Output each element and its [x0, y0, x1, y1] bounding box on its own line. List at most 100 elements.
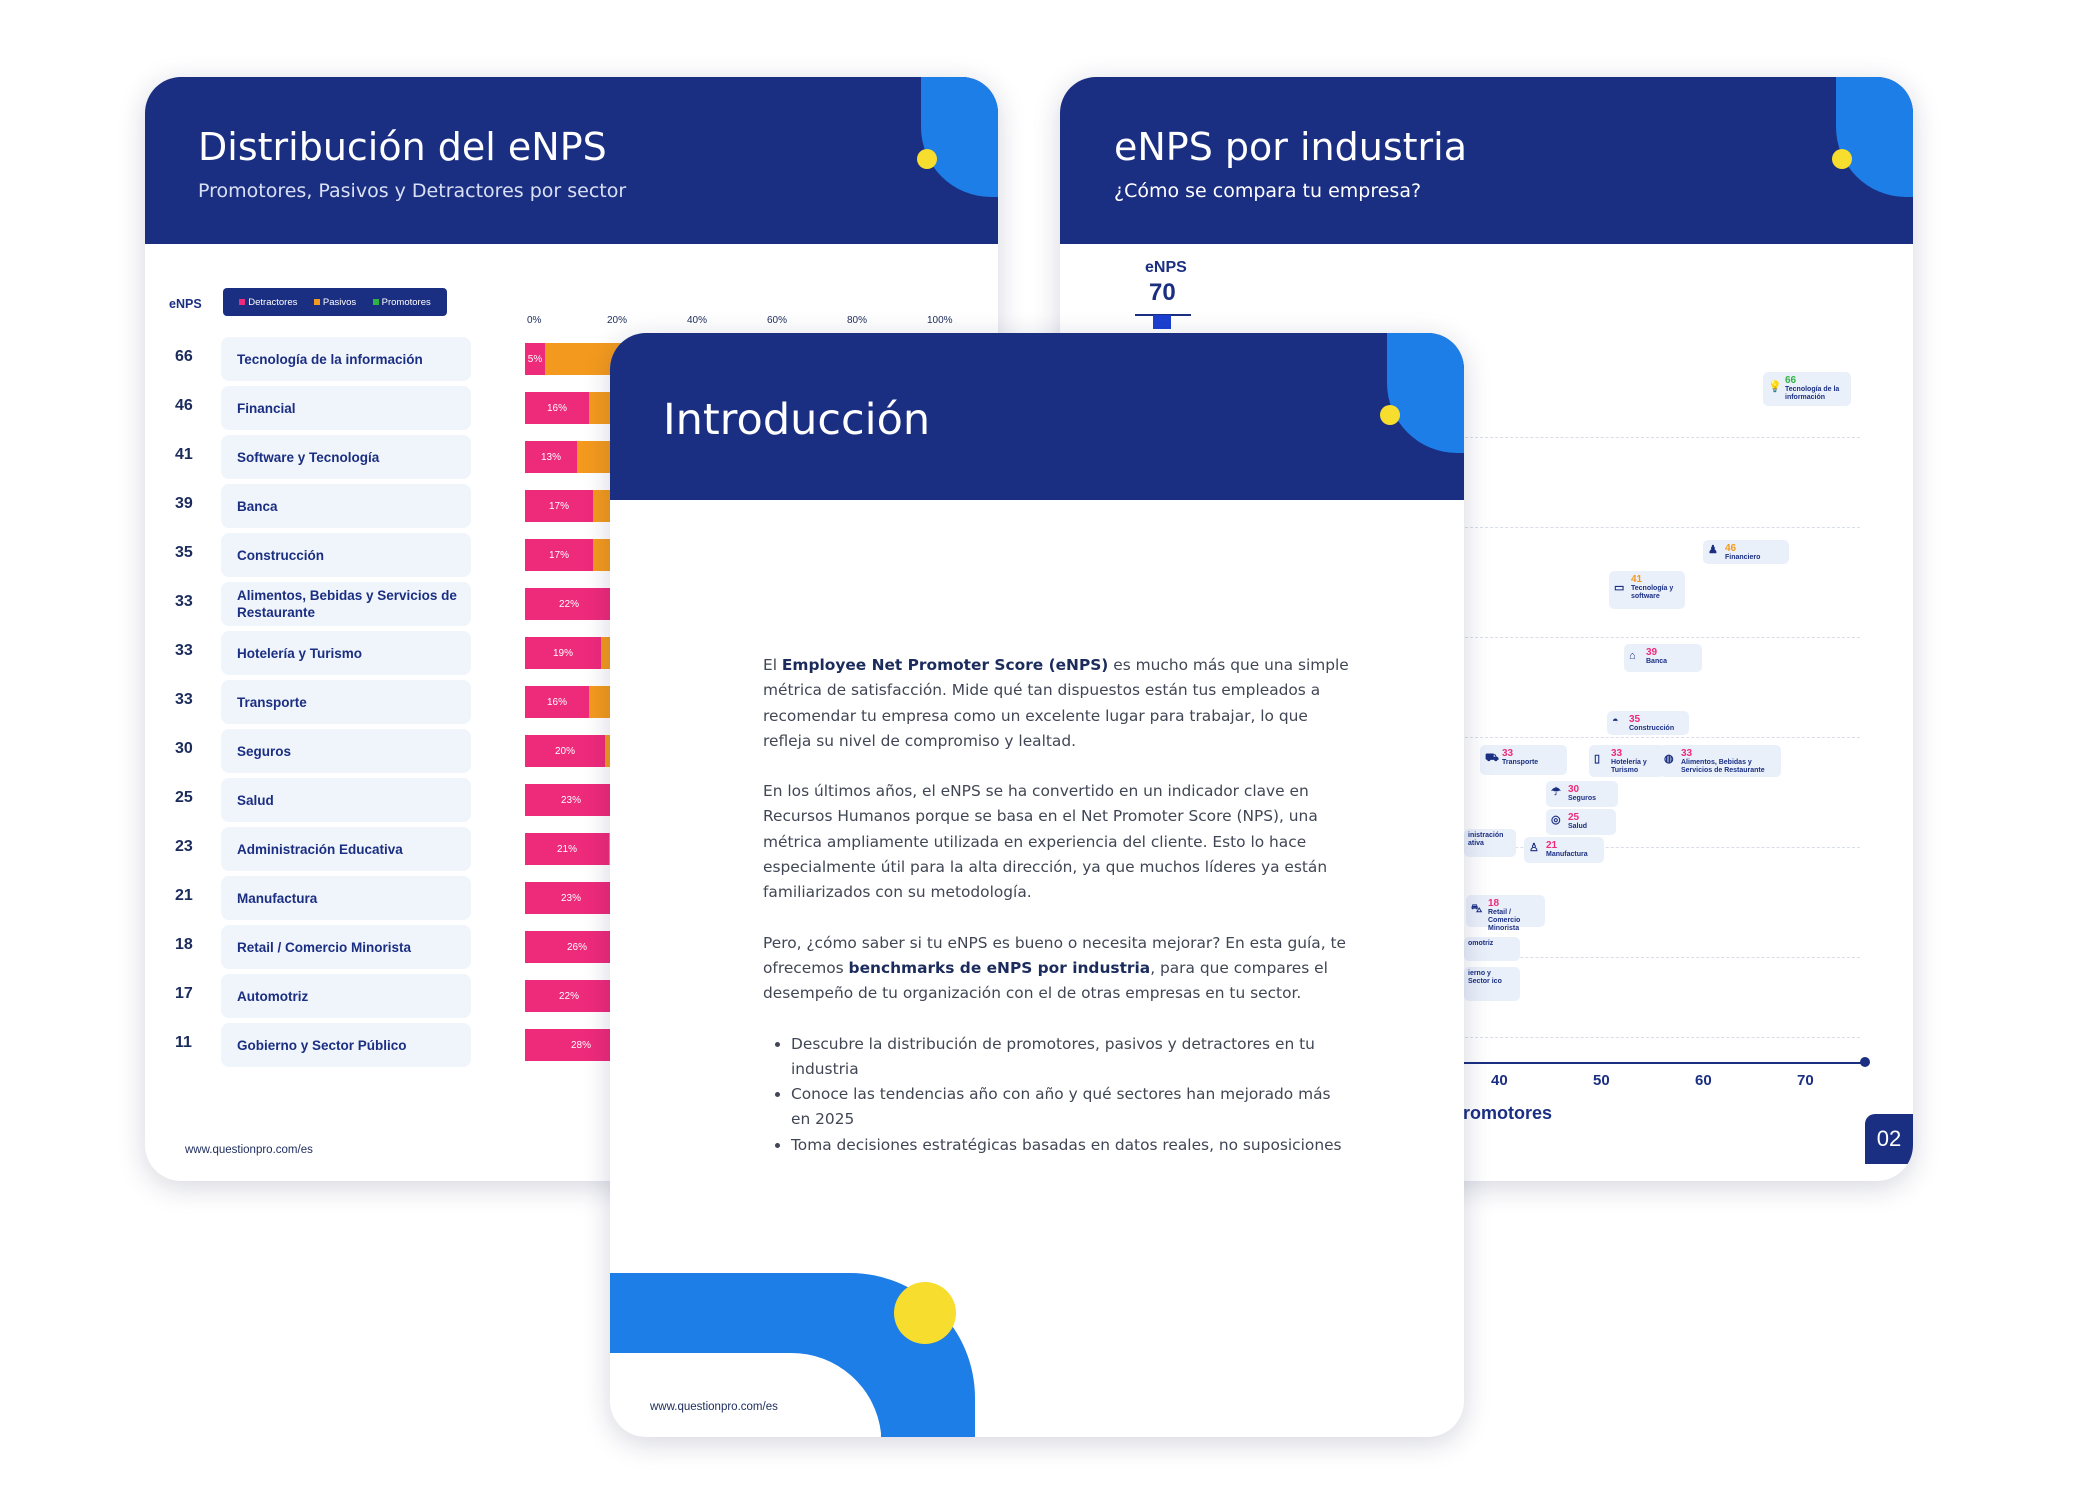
- detractors-segment: 21%: [525, 833, 609, 865]
- industry-chip: ⛟ 33 Transporte: [1480, 745, 1567, 775]
- row-industry-label: Retail / Comercio Minorista: [221, 925, 471, 969]
- industry-chip-label: Construcción: [1629, 725, 1675, 732]
- yellow-dot-icon: [1832, 149, 1852, 169]
- industry-chip-value: 18: [1488, 898, 1500, 909]
- axis-tick-label: 100%: [927, 315, 953, 326]
- legend-detractors-label: Detractores: [248, 296, 298, 308]
- row-enps-value: 33: [175, 593, 193, 610]
- y-axis-label: eNPS: [1145, 259, 1187, 276]
- row-enps-value: 21: [175, 887, 193, 904]
- intro-p1-end: es mucho más que una simple métrica de s…: [763, 656, 1349, 750]
- industry-chip-label: Salud: [1568, 823, 1588, 830]
- axis-tick-label: 20%: [607, 315, 628, 326]
- row-industry-label: Software y Tecnología: [221, 435, 471, 479]
- legend-detractors: Detractores: [239, 297, 297, 308]
- row-enps-value: 30: [175, 740, 193, 757]
- worker-icon: ♙: [1529, 842, 1539, 854]
- row-enps-value: 41: [175, 446, 193, 463]
- industry-chip: ♙ 21 Manufactura: [1524, 837, 1604, 863]
- industry-chip-label: Alimentos, Bebidas y Servicios de Restau…: [1681, 759, 1765, 774]
- row-enps-value: 23: [175, 838, 193, 855]
- axis-tick-label: 0%: [527, 315, 542, 326]
- intro-bullet: Conoce las tendencias año con año y qué …: [791, 1082, 1353, 1133]
- header-decoration: [1387, 333, 1464, 453]
- industry-chip-label: Seguros: [1568, 795, 1597, 802]
- industry-chip-value: 41: [1631, 574, 1643, 585]
- x-axis-end-dot-icon: [1860, 1057, 1870, 1067]
- industry-chip: ♟ 46 Financiero: [1703, 540, 1789, 564]
- intro-p1-bold: Employee Net Promoter Score (eNPS): [781, 656, 1109, 674]
- industry-chip-value: 39: [1646, 647, 1658, 658]
- row-industry-label: Administración Educativa: [221, 827, 471, 871]
- axis-tick-label: 40%: [687, 315, 708, 326]
- industry-chip-value: 66: [1785, 375, 1797, 386]
- industry-chip-value: 30: [1568, 784, 1580, 795]
- industry-chip: ⛍ 18 Retail / Comercio Minorista: [1466, 895, 1545, 932]
- detractors-segment: 22%: [525, 980, 613, 1012]
- y-axis-top-tick: 70: [1149, 279, 1176, 306]
- detractors-segment: 5%: [525, 343, 545, 375]
- row-industry-label: Salud: [221, 778, 471, 822]
- grid-line: [1460, 637, 1860, 638]
- grid-line: [1460, 737, 1860, 738]
- intro-bullet-list: Descubre la distribución de promotores, …: [763, 1032, 1353, 1158]
- row-enps-value: 46: [175, 397, 193, 414]
- intro-paragraph-1: El Employee Net Promoter Score (eNPS) es…: [763, 653, 1353, 754]
- y-axis-bar: [1153, 315, 1171, 329]
- plate-icon: ◍: [1664, 753, 1674, 765]
- detractors-segment: 23%: [525, 882, 617, 914]
- industry-chip-value: 46: [1725, 543, 1737, 554]
- detractors-segment: 16%: [525, 392, 589, 424]
- row-industry-label: Hotelería y Turismo: [221, 631, 471, 675]
- introduction-footer-url[interactable]: www.questionpro.com/es: [650, 1401, 778, 1413]
- laptop-icon: ▭: [1614, 582, 1625, 594]
- detractors-segment: 22%: [525, 588, 613, 620]
- industry-chip-value: 33: [1681, 748, 1693, 759]
- industry-chip: 💡 66 Tecnología de la información: [1763, 372, 1851, 406]
- person-icon: ♟: [1708, 544, 1718, 556]
- distribution-header: Distribución del eNPS Promotores, Pasivo…: [145, 77, 998, 244]
- detractors-segment: 17%: [525, 539, 593, 571]
- bank-icon: ⌂: [1629, 650, 1636, 662]
- row-industry-label: Construcción: [221, 533, 471, 577]
- x-axis-tick-label: 40: [1491, 1072, 1508, 1089]
- legend-promoters-swatch: [372, 298, 379, 305]
- grid-line: [1460, 957, 1860, 958]
- industry-chip-label: Banca: [1646, 658, 1668, 665]
- industry-chip: ☂ 30 Seguros: [1546, 781, 1618, 807]
- legend-passives: Pasivos: [313, 297, 356, 308]
- footer-decoration: [610, 1273, 975, 1437]
- intro-p3-bold: benchmarks de eNPS por industria: [848, 958, 1151, 977]
- industry-chip-label: Tecnología de la información: [1785, 386, 1840, 401]
- row-enps-value: 39: [175, 495, 193, 512]
- yellow-dot-icon: [1380, 405, 1400, 425]
- intro-p3-end: , para que compares el desempeño de tu o…: [763, 958, 1328, 1003]
- industry-chip: ⌂ 39 Banca: [1624, 644, 1702, 672]
- industry-chip-label: inistración ativa: [1468, 832, 1504, 847]
- axis-tick-label: 80%: [847, 315, 868, 326]
- header-decoration: [921, 77, 998, 197]
- detractors-segment: 20%: [525, 735, 605, 767]
- distribution-footer-url[interactable]: www.questionpro.com/es: [185, 1144, 313, 1156]
- industry-chip-label: Manufactura: [1546, 851, 1588, 858]
- cart-icon: ⛍: [1471, 903, 1483, 915]
- row-industry-label: Banca: [221, 484, 471, 528]
- row-industry-label: Seguros: [221, 729, 471, 773]
- detractors-segment: 19%: [525, 637, 601, 669]
- enps-column-label: eNPS: [169, 297, 202, 311]
- industry-chip-label: Transporte: [1502, 759, 1539, 766]
- row-enps-value: 17: [175, 985, 193, 1002]
- x-axis-line: [1460, 1062, 1864, 1064]
- industry-header: eNPS por industria ¿Cómo se compara tu e…: [1060, 77, 1913, 244]
- industry-chip: ◎ 25 Salud: [1546, 809, 1616, 835]
- row-industry-label: Manufactura: [221, 876, 471, 920]
- grid-line: [1460, 847, 1860, 848]
- industry-chip-label: omotriz: [1468, 940, 1494, 947]
- distribution-title: Distribución del eNPS: [198, 125, 607, 169]
- distribution-row: 66 Tecnología de la información 5%: [145, 337, 998, 381]
- helmet-icon: ◓: [1612, 715, 1619, 727]
- yellow-dot-icon: [917, 149, 937, 169]
- industry-chip: inistración ativa: [1464, 829, 1516, 857]
- intro-paragraph-3: Pero, ¿cómo saber si tu eNPS es bueno o …: [763, 931, 1353, 1007]
- grid-line: [1460, 437, 1860, 438]
